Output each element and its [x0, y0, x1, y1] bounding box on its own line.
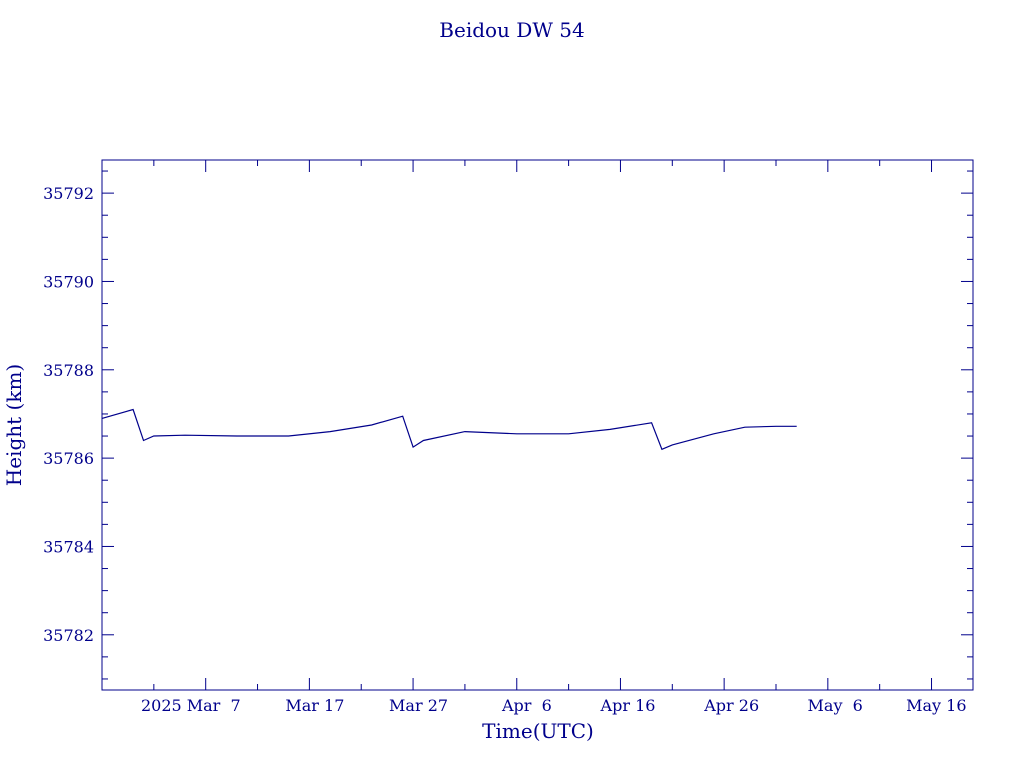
x-axis-title: Time(UTC) — [482, 719, 594, 743]
x-axis: 2025 Mar 7 Mar 17 Mar 27 Apr 6 Apr 16 Apr 26 M… — [101, 160, 967, 715]
x-tick-label: May 16 — [906, 696, 966, 715]
series-line — [101, 408, 797, 451]
y-tick-label: 35786 — [43, 449, 94, 468]
x-tick-label: May 6 — [808, 696, 863, 715]
y-axis-title: Height (km) — [2, 364, 26, 486]
y-tick-label: 35788 — [43, 361, 94, 380]
y-tick-label: 35784 — [43, 537, 94, 556]
plot-frame — [101, 159, 974, 691]
y-tick-label: 35790 — [43, 272, 94, 291]
x-tick-label: Mar 27 — [389, 696, 448, 715]
x-tick-label: Mar 17 — [285, 696, 344, 715]
x-tick-label: Apr 6 — [501, 696, 552, 715]
x-tick-label: Apr 16 — [600, 696, 656, 715]
x-tick-label: 2025 Mar 7 — [141, 696, 241, 715]
x-tick-label: Apr 26 — [703, 696, 759, 715]
y-tick-label: 35782 — [43, 626, 94, 645]
chart-title: Beidou DW 54 — [439, 18, 584, 42]
y-tick-label: 35792 — [43, 184, 94, 203]
y-axis: 35782 35784 35786 35788 35790 35792 — [43, 170, 973, 680]
